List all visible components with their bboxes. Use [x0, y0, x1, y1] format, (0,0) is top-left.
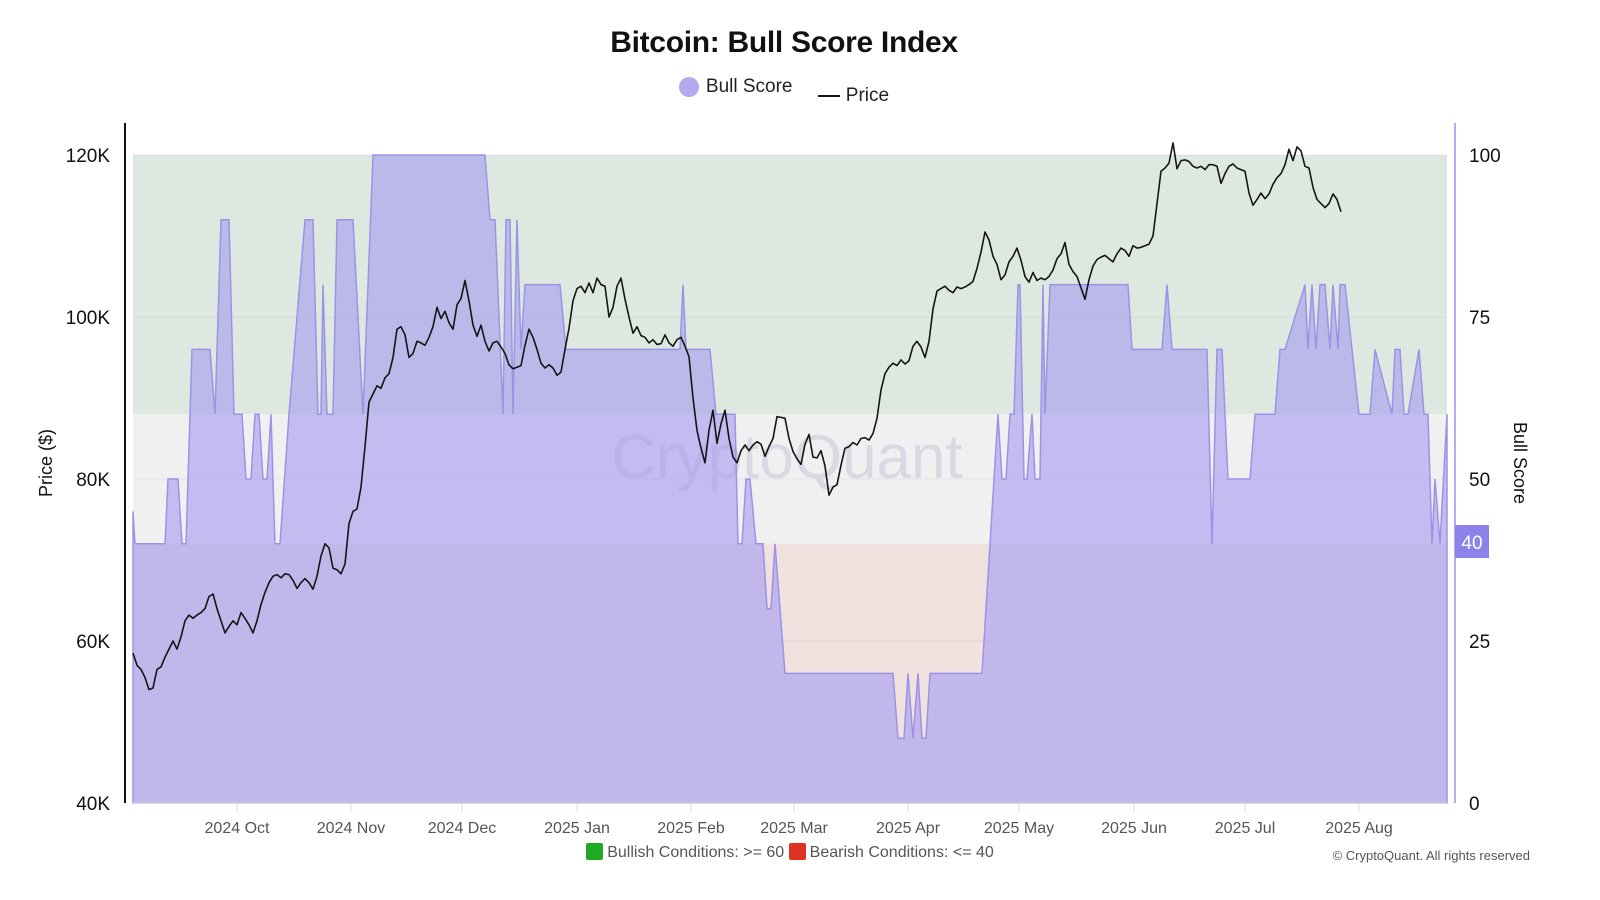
current-value-badge: [1455, 525, 1489, 558]
x-tick-label: 2025 Apr: [876, 820, 941, 837]
bull-score-area: [132, 154, 1448, 804]
x-tick-label: 2025 Jul: [1215, 820, 1276, 837]
left-axis-ticks: 40K 60K 80K 100K 120K: [66, 146, 111, 815]
right-axis-label: Bull Score: [1510, 422, 1530, 504]
circle-icon: [678, 77, 699, 97]
right-tick-label: 75: [1469, 308, 1490, 329]
bullish-conditions-label: Bullish Conditions: >= 60: [607, 844, 785, 861]
right-tick-label: 25: [1469, 632, 1490, 653]
left-tick-label: 100K: [66, 308, 111, 329]
x-tick-label: 2025 Mar: [760, 820, 828, 837]
right-axis-ticks: 0 25 50 75 100: [1469, 146, 1501, 815]
bearish-conditions-label: Bearish Conditions: <= 40: [809, 844, 994, 861]
line-icon: [817, 95, 840, 97]
chart-title: Bitcoin: Bull Score Index: [610, 26, 958, 59]
left-tick-label: 60K: [76, 632, 110, 653]
x-tick-label: 2025 Aug: [1325, 820, 1393, 837]
legend-label: Bull Score: [705, 76, 793, 97]
right-tick-label: 0: [1469, 794, 1480, 815]
right-tick-label: 50: [1469, 470, 1490, 491]
left-tick-label: 40K: [76, 794, 110, 815]
legend-item-price[interactable]: Price: [817, 85, 890, 107]
legend: Bull Score Price: [0, 76, 1568, 107]
price-line: [132, 142, 1342, 691]
x-axis-ticks: 2024 Oct 2024 Nov 2024 Dec 2025 Jan 2025 Feb…: [205, 803, 1393, 837]
current-value-text: 40: [1461, 533, 1482, 554]
x-tick-label: 2024 Dec: [428, 820, 497, 837]
green-square-icon: [586, 843, 604, 860]
left-tick-label: 120K: [66, 146, 111, 167]
red-square-icon: [788, 843, 806, 860]
legend-label: Price: [845, 85, 890, 106]
x-tick-label: 2024 Oct: [205, 820, 270, 837]
x-tick-label: 2025 May: [984, 820, 1054, 837]
conditions-footer: Bullish Conditions: >= 60 Bearish Condit…: [0, 843, 1580, 862]
right-tick-label: 100: [1469, 146, 1501, 167]
x-tick-label: 2024 Nov: [317, 820, 386, 837]
x-tick-label: 2025 Jan: [544, 820, 610, 837]
x-tick-label: 2025 Feb: [657, 820, 725, 837]
left-axis-label: Price ($): [36, 429, 56, 497]
legend-item-bull-score[interactable]: Bull Score: [678, 76, 793, 98]
left-tick-label: 80K: [76, 470, 110, 491]
x-tick-label: 2025 Jun: [1101, 820, 1167, 837]
copyright: © CryptoQuant. All rights reserved: [1332, 848, 1530, 863]
